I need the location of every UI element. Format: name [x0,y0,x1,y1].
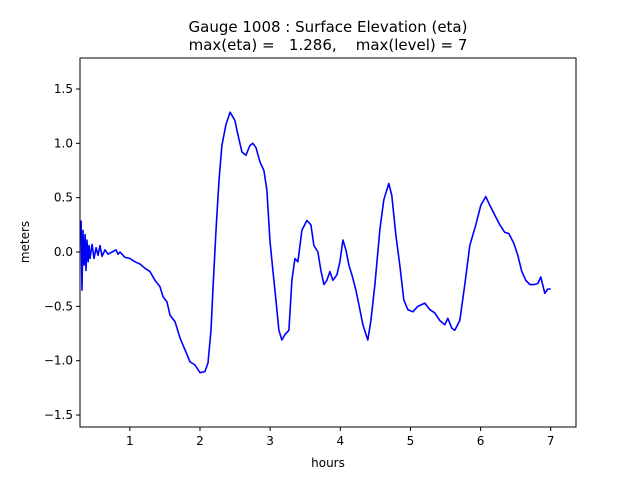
x-tick-label: 1 [126,434,134,448]
x-tick-label: 6 [477,434,485,448]
x-tick-label: 3 [266,434,274,448]
y-tick-label: 1.5 [54,82,73,96]
y-axis-label: meters [18,221,32,263]
chart-title-line2: max(eta) = 1.286, max(level) = 7 [189,36,468,54]
y-tick-label: −1.0 [44,354,73,368]
y-tick-label: 0.5 [54,191,73,205]
x-tick-label: 7 [547,434,555,448]
x-tick-label: 4 [336,434,344,448]
y-tick-label: −0.5 [44,299,73,313]
x-axis-label: hours [311,456,345,470]
x-tick-label: 5 [407,434,415,448]
y-tick-label: 0.0 [54,245,73,259]
y-tick-label: 1.0 [54,136,73,150]
plot-frame [79,57,577,428]
y-tick-label: −1.5 [44,408,73,422]
x-tick-label: 2 [196,434,204,448]
series-line [80,111,551,374]
chart-title-line1: Gauge 1008 : Surface Elevation (eta) [189,18,468,36]
